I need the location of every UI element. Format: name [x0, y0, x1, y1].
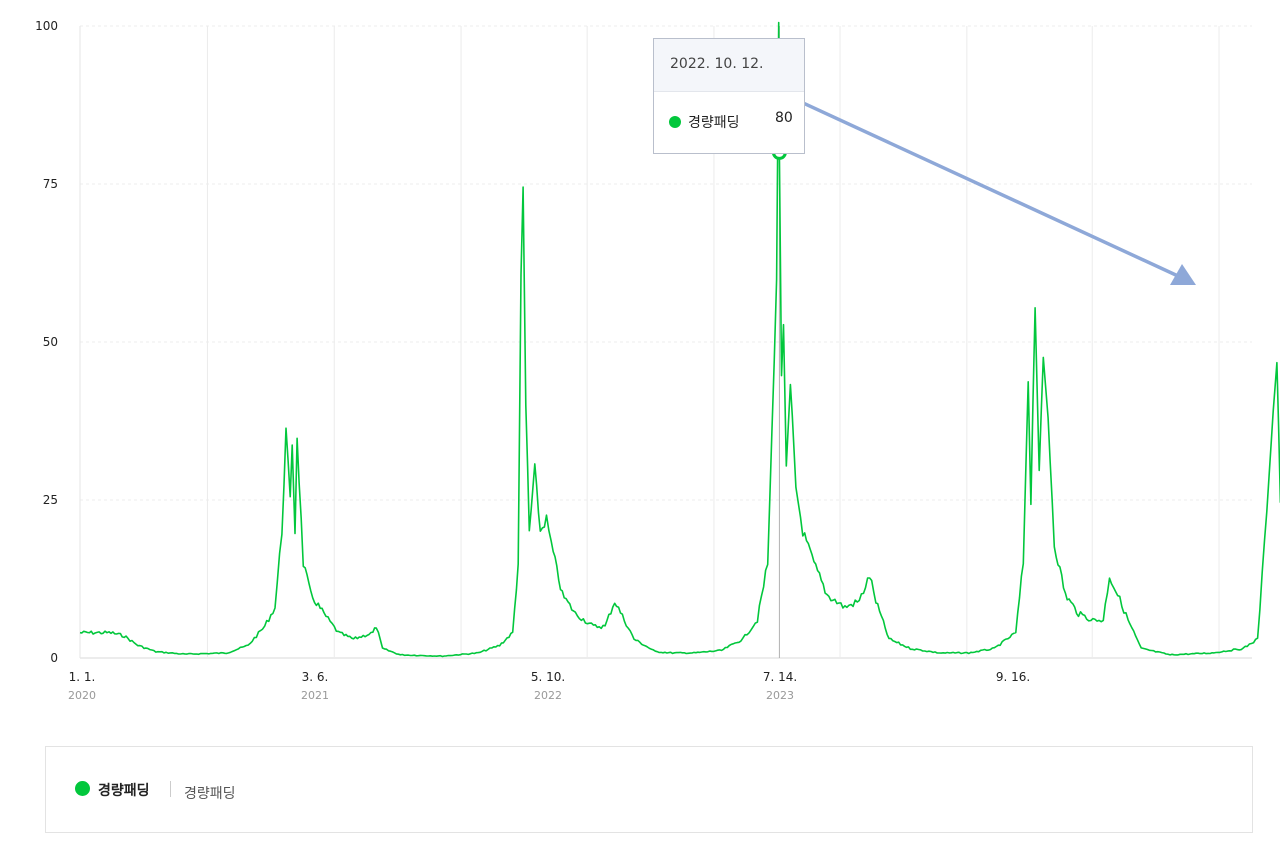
- x-tick-year: 2022: [534, 689, 562, 702]
- chart-tooltip: 2022. 10. 12. 경량패딩 80: [653, 38, 805, 154]
- x-tick-label: 7. 14.: [763, 670, 797, 684]
- x-tick-label: 9. 16.: [996, 670, 1030, 684]
- x-tick-label: 3. 6.: [302, 670, 329, 684]
- annotation-arrow-head: [1170, 264, 1196, 285]
- tooltip-series-row: 경량패딩 80: [654, 92, 804, 154]
- y-tick-label: 25: [43, 493, 58, 507]
- tooltip-date: 2022. 10. 12.: [654, 39, 804, 92]
- trend-line-chart: 0 25 50 75 100 1. 1. 2020 3. 6. 2021 5. 10. 2022 7.…: [35, 19, 1280, 702]
- tooltip-series-value: 80: [775, 110, 793, 126]
- y-tick-label: 100: [35, 19, 58, 33]
- y-tick-label: 75: [43, 177, 58, 191]
- tooltip-series-dot: [669, 116, 681, 128]
- y-tick-label: 0: [50, 651, 58, 665]
- x-tick-year: 2023: [766, 689, 794, 702]
- x-tick-label: 5. 10.: [531, 670, 565, 684]
- legend-series-dot[interactable]: [75, 781, 90, 796]
- legend-box: 경량패딩 경량패딩: [45, 746, 1253, 833]
- x-tick-year: 2020: [68, 689, 96, 702]
- legend-series-name[interactable]: 경량패딩: [98, 783, 150, 799]
- tooltip-series-name: 경량패딩: [688, 115, 740, 131]
- legend-separator: [170, 781, 171, 797]
- series-line-경량패딩: [79, 21, 1280, 658]
- x-tick-year: 2021: [301, 689, 329, 702]
- y-tick-label: 50: [43, 335, 58, 349]
- x-tick-label: 1. 1.: [69, 670, 96, 684]
- legend-keyword: 경량패딩: [184, 786, 236, 802]
- chart-svg: 0 25 50 75 100 1. 1. 2020 3. 6. 2021 5. 10. 2022 7.…: [35, 19, 1280, 702]
